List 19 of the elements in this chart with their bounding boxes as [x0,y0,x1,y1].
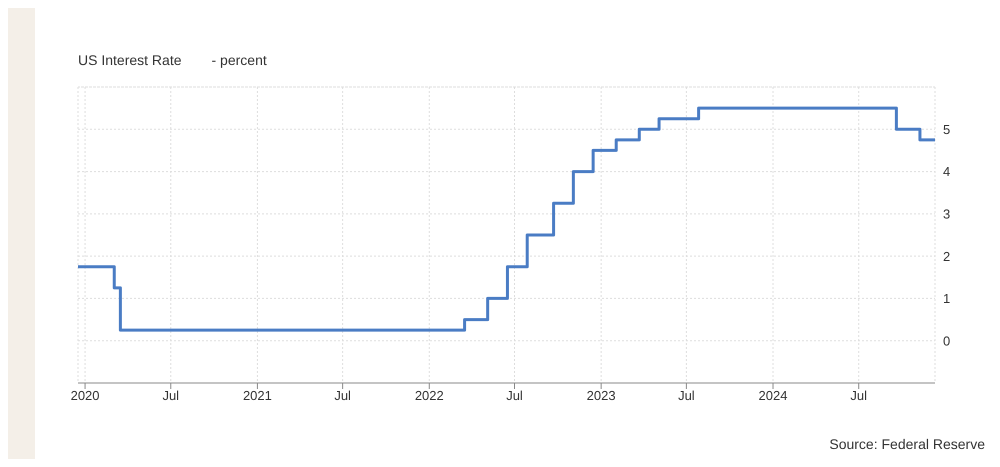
x-tick-label: 2022 [414,388,444,404]
y-tick-label: 3 [943,206,950,222]
y-tick-label: 2 [943,248,950,264]
chart-title: US Interest Rate [78,52,182,68]
x-tick-label: Jul [334,388,352,404]
y-tick-label: 4 [943,164,950,180]
x-tick-label: Jul [162,388,180,404]
chart-subtitle: - percent [212,52,267,68]
x-tick-label: 2020 [70,388,100,404]
x-tick-label: 2021 [242,388,272,404]
y-tick-label: 5 [943,122,950,137]
y-tick-label: 1 [943,291,950,306]
x-tick-label: Jul [506,388,523,404]
x-tick-label: Jul [850,388,868,404]
x-tick-label: 2023 [586,388,616,404]
y-tick-label: 0 [943,333,950,348]
x-tick-label: 2024 [758,388,788,404]
x-tick-label: Jul [678,388,695,404]
source-note: Source: Federal Reserve [829,436,985,452]
